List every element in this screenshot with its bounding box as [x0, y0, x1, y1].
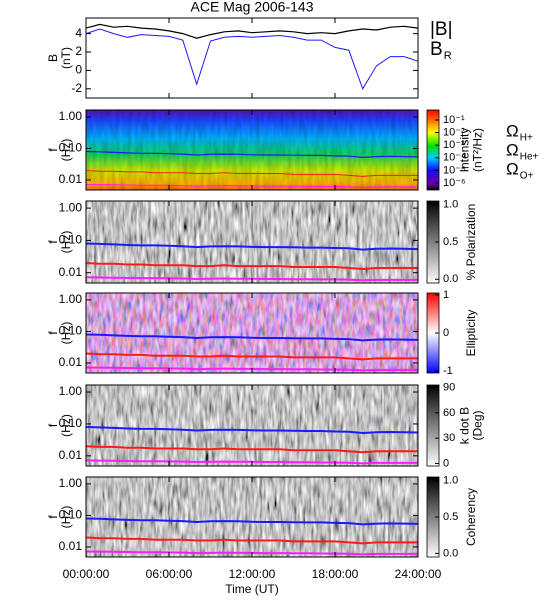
y-tick-label: 1.00 — [59, 109, 83, 123]
colorbar-tick-label: 10⁻⁵ — [443, 164, 466, 176]
legend-label: B — [430, 39, 443, 60]
series-line — [85, 536, 418, 545]
series-line — [85, 28, 419, 90]
colorbar-label: Intensity — [458, 128, 472, 173]
colorbar-tick-label: 0.5 — [443, 511, 458, 523]
colorbar-tick-label: 90 — [443, 381, 455, 393]
spectrogram-image — [86, 385, 418, 466]
chart-title: ACE Mag 2006-143 — [191, 0, 314, 15]
legend-label: |B| — [430, 19, 453, 40]
y-tick-label: 0.10 — [59, 508, 83, 522]
legend-subscript: H+ — [520, 133, 533, 144]
colorbar-tick-label: 10⁻³ — [443, 139, 465, 151]
y-tick-label: 1.00 — [59, 200, 83, 214]
colorbar-tick-label: 0.5 — [443, 236, 458, 248]
colorbar-tick-label: 60 — [443, 407, 455, 419]
colorbar-label: k dot B — [458, 407, 472, 444]
colorbar-tick-label: 10⁻¹ — [443, 114, 465, 126]
colorbar-tick-label: 10⁻² — [443, 127, 465, 139]
colorbar-label: (nT²/Hz) — [471, 128, 485, 172]
colorbar-tick-label: 1.0 — [443, 199, 458, 211]
colorbar-tick-label: 0 — [443, 457, 449, 469]
spectrogram-image — [86, 201, 418, 283]
colorbar-tick-label: 30 — [443, 432, 455, 444]
spectrogram-texture — [86, 110, 418, 190]
legend-label: Ω — [506, 159, 519, 178]
colorbar-tick-label: -1 — [443, 365, 453, 377]
colorbar-tick-label: 1 — [443, 289, 449, 301]
y-axis-label: (Hz) — [59, 414, 73, 437]
series-line — [85, 23, 419, 39]
colorbar-label: Coherency — [464, 488, 478, 546]
series-line — [85, 517, 419, 526]
y-axis-label: f — [46, 240, 60, 244]
x-axis-label: Time (UT) — [225, 582, 279, 596]
y-tick-label: 0.10 — [59, 324, 83, 338]
x-tick-label: 24:00:00 — [395, 567, 442, 581]
colorbar — [426, 109, 440, 191]
colorbar-tick-label: 0 — [443, 327, 449, 339]
y-tick-label: 1.00 — [59, 384, 83, 398]
y-axis-label: f — [46, 331, 60, 335]
series-line — [85, 242, 419, 251]
x-tick-label: 00:00:00 — [63, 567, 110, 581]
colorbar-tick-label: 10⁻⁶ — [443, 177, 466, 189]
colorbar-label: (Deg) — [471, 410, 485, 440]
series-line — [85, 170, 418, 177]
legend-label: Ω — [506, 121, 519, 140]
y-tick-label: 1.00 — [59, 476, 83, 490]
spectrogram-image — [86, 477, 418, 557]
legend-subscript: R — [444, 50, 452, 62]
y-tick-label: 0.01 — [59, 172, 83, 186]
legend-subscript: He+ — [520, 152, 539, 163]
y-axis-label: f — [46, 423, 60, 427]
series-line — [85, 426, 419, 435]
y-tick-label: 0.10 — [59, 416, 83, 430]
legend-label: Ω — [506, 140, 519, 159]
colorbar-label: Ellipticity — [464, 310, 478, 357]
series-line — [85, 445, 418, 454]
y-axis-label: (Hz) — [59, 322, 73, 345]
y-tick-label: 0 — [75, 63, 82, 77]
colorbar-tick-label: 10⁻⁴ — [443, 152, 466, 164]
colorbar-tick-label: 0.0 — [443, 273, 458, 285]
y-axis-label: (Hz) — [59, 139, 73, 162]
y-tick-label: 0.01 — [59, 355, 83, 369]
series-line — [85, 150, 419, 159]
series-line — [85, 352, 418, 361]
colorbar-label: % Polarization — [464, 204, 478, 281]
spectrogram-texture — [86, 293, 418, 373]
y-axis-label: (nT) — [59, 47, 73, 69]
y-tick-label: 0.01 — [59, 539, 83, 553]
y-tick-label: 1.00 — [59, 292, 83, 306]
y-axis-label: (Hz) — [59, 231, 73, 254]
y-axis-label: (Hz) — [59, 506, 73, 529]
y-tick-label: 0.01 — [59, 448, 83, 462]
colorbar-tick-label: 1.0 — [443, 475, 458, 487]
y-tick-label: 2 — [75, 44, 82, 58]
y-tick-label: 0.10 — [59, 141, 83, 155]
y-axis-label: B — [46, 54, 60, 62]
series-line — [85, 333, 419, 342]
x-tick-label: 12:00:00 — [229, 567, 276, 581]
x-tick-label: 06:00:00 — [146, 567, 193, 581]
y-tick-label: -2 — [71, 81, 82, 95]
colorbar — [426, 384, 440, 467]
y-tick-label: 0.10 — [59, 233, 83, 247]
legend-subscript: O+ — [520, 171, 534, 182]
y-axis-label: f — [46, 515, 60, 519]
series-line — [85, 262, 418, 271]
y-axis-label: f — [46, 148, 60, 152]
y-tick-label: 4 — [75, 26, 82, 40]
x-tick-label: 18:00:00 — [312, 567, 359, 581]
y-tick-label: 0.01 — [59, 265, 83, 279]
colorbar-tick-label: 0.0 — [443, 547, 458, 559]
